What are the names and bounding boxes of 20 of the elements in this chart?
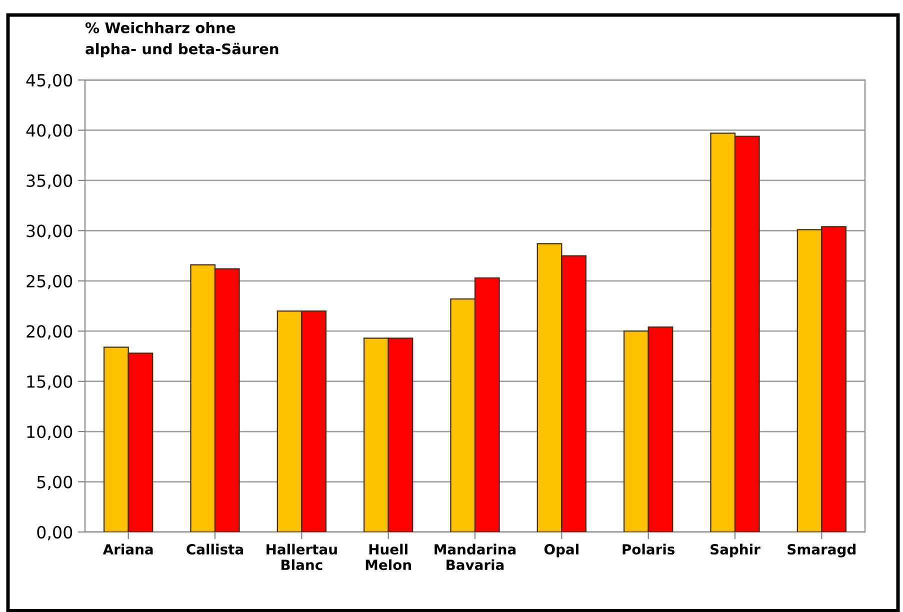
x-tick-label: Hallertau Blanc (266, 544, 337, 570)
x-tick-label: Saphir (710, 544, 760, 558)
y-tick-label: 5,00 (37, 476, 72, 490)
y-tick-label: 30,00 (26, 224, 72, 239)
y-tick-label: 25,00 (26, 274, 72, 290)
chart-title: % Weichharz ohne alpha- und beta-Säuren (85, 22, 278, 58)
x-tick-label: Polaris (622, 544, 675, 555)
x-tick-label: Opal (544, 544, 578, 558)
y-tick-label: 20,00 (26, 325, 72, 340)
y-tick-label: 15,00 (27, 375, 72, 390)
x-tick-label: Callista (186, 544, 243, 555)
y-tick-label: 0,00 (37, 526, 72, 540)
y-tick-label: 45,00 (26, 74, 72, 88)
x-tick-label: Huell Melon (366, 544, 411, 570)
x-tick-label: Mandarina Bavaria (434, 544, 516, 570)
y-tick-label: 10,00 (27, 426, 72, 440)
y-tick-label: 35,00 (26, 174, 72, 189)
x-tick-label: Smaragd (788, 544, 856, 558)
x-tick-label: Ariana (102, 544, 153, 555)
y-tick-label: 40,00 (26, 124, 72, 138)
